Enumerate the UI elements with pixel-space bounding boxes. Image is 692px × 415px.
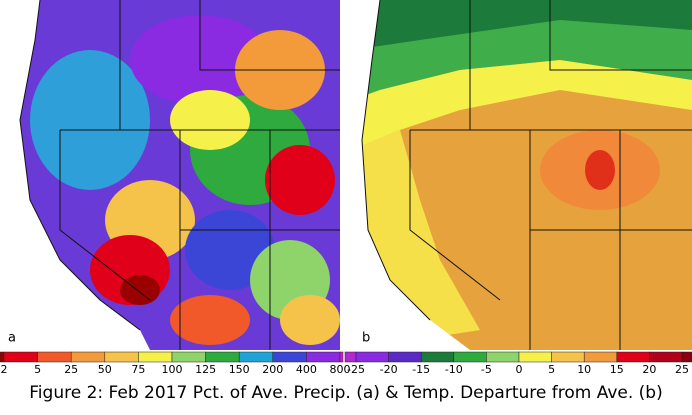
colorbar-segment bbox=[420, 351, 455, 363]
map-a: a bbox=[0, 0, 340, 350]
colorbar-segment bbox=[3, 351, 38, 363]
colorbar-segment bbox=[272, 351, 307, 363]
colorbar-tick-label: -20 bbox=[380, 363, 398, 376]
colorbar-tick-label: 5 bbox=[34, 363, 41, 376]
colorbar-tick-label: -5 bbox=[481, 363, 492, 376]
colorbar-tick-label: 25 bbox=[64, 363, 78, 376]
colorbar-tick-label: 15 bbox=[610, 363, 624, 376]
colorbar-tick-label: 0 bbox=[516, 363, 523, 376]
colorbar-segment bbox=[486, 351, 520, 363]
colorbar-segment bbox=[0, 351, 5, 363]
colorbar-segment bbox=[37, 351, 72, 363]
colorbar-segment bbox=[70, 351, 106, 363]
colorbar-tick-label: -25 bbox=[347, 363, 365, 376]
colorbar-segment bbox=[583, 351, 618, 363]
colorbar-tick-label: 400 bbox=[296, 363, 317, 376]
colorbar-segment bbox=[616, 351, 650, 363]
colorbar-tick-label: 20 bbox=[642, 363, 656, 376]
colorbar-segment bbox=[306, 351, 341, 363]
colorbar-segment bbox=[681, 351, 692, 363]
colorbar-segment bbox=[453, 351, 487, 363]
colorbar-tick-label: 150 bbox=[229, 363, 250, 376]
colorbar-segment bbox=[649, 351, 683, 363]
colorbar-segment bbox=[171, 351, 206, 363]
colorbar-tick-label: 75 bbox=[131, 363, 145, 376]
colorbar-segment bbox=[518, 351, 552, 363]
caption: Figure 2: Feb 2017 Pct. of Ave. Precip. … bbox=[29, 383, 662, 403]
colorbar-tick-label: 50 bbox=[98, 363, 112, 376]
colorbar-segment bbox=[205, 351, 240, 363]
colorbar-tick-label: 100 bbox=[162, 363, 183, 376]
colorbar-segment bbox=[104, 351, 139, 363]
colorbar-tick-label: 25 bbox=[675, 363, 689, 376]
colorbar-segment bbox=[344, 351, 357, 363]
map-b: b bbox=[352, 0, 692, 350]
colorbar-tick-label: -15 bbox=[412, 363, 430, 376]
panel-label: a bbox=[8, 331, 16, 346]
colorbar-segment bbox=[339, 351, 344, 363]
colorbar-segment bbox=[355, 351, 389, 363]
colorbar-tick-label: 125 bbox=[195, 363, 216, 376]
panel-label: b bbox=[362, 331, 370, 346]
colorbar-tick-label: 5 bbox=[548, 363, 555, 376]
colorbar-segment bbox=[138, 351, 173, 363]
colorbar-segment bbox=[238, 351, 274, 363]
colorbar-segment bbox=[388, 351, 422, 363]
colorbar-tick-label: -10 bbox=[445, 363, 463, 376]
colorbar-tick-label: 10 bbox=[577, 363, 591, 376]
colorbar-tick-label: 800 bbox=[330, 363, 351, 376]
colorbar-tick-label: 200 bbox=[262, 363, 283, 376]
colorbar-tick-label: 2 bbox=[1, 363, 8, 376]
colorbar-segment bbox=[551, 351, 585, 363]
